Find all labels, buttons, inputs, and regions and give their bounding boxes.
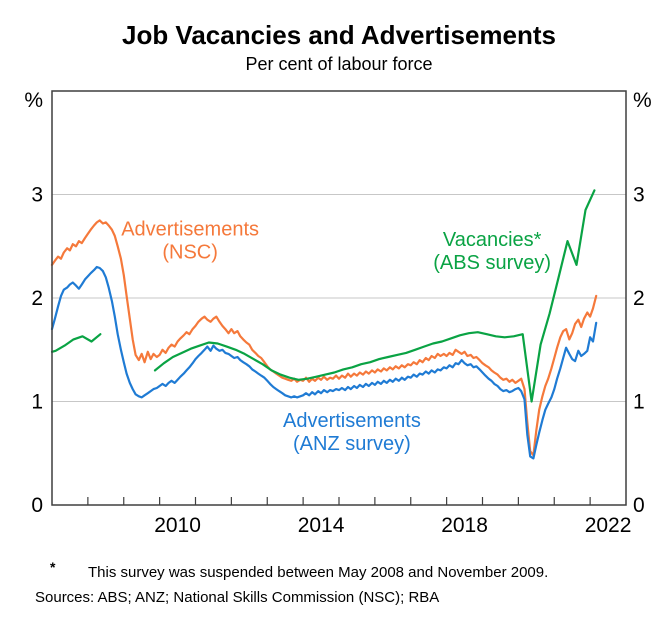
ytick-right-3: 3 — [633, 184, 645, 207]
plot-frame — [51, 90, 627, 506]
ytick-left-2: 2 — [31, 287, 43, 310]
xlabel-2010: 2010 — [154, 514, 201, 537]
label-advertisements-anz: Advertisements (ANZ survey) — [283, 410, 421, 455]
label-advertisements-nsc: Advertisements (NSC) — [121, 219, 259, 264]
footnote-text: This survey was suspended between May 20… — [88, 564, 549, 581]
label-vacancies-abs: Vacancies* (ABS survey) — [433, 229, 551, 274]
ytick-right-1: 1 — [633, 391, 645, 414]
series-vacancies-abs-seg2 — [153, 189, 596, 403]
xlabel-2022: 2022 — [585, 514, 632, 537]
footnote-marker: * — [50, 559, 56, 575]
page-subtitle: Per cent of labour force — [245, 54, 433, 74]
page-title: Job Vacancies and Advertisements — [121, 20, 556, 50]
ytick-right-0: 0 — [633, 494, 645, 517]
series-advertisements-anz — [50, 265, 598, 460]
xlabel-2014: 2014 — [298, 514, 345, 537]
ytick-left-1: 1 — [31, 391, 43, 414]
ytick-left-3: 3 — [31, 184, 43, 207]
unit-label-right: % — [633, 89, 652, 112]
ytick-left-0: 0 — [31, 494, 43, 517]
unit-label-left: % — [24, 89, 43, 112]
sources-text: Sources: ABS; ANZ; National Skills Commi… — [35, 589, 440, 606]
series-vacancies-abs-seg1 — [50, 333, 102, 353]
series-advertisements-nsc — [50, 219, 598, 457]
ytick-right-2: 2 — [633, 287, 645, 310]
xlabel-2018: 2018 — [441, 514, 488, 537]
